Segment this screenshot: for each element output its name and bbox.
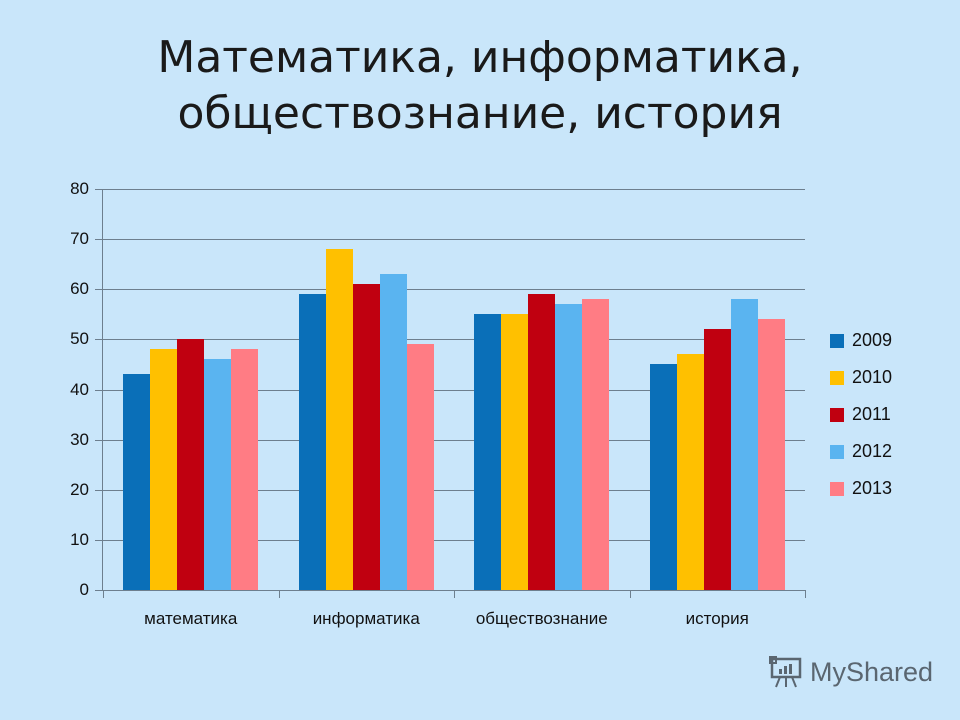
bar-2012 bbox=[730, 299, 758, 590]
gridline bbox=[103, 239, 805, 241]
bar-2009 bbox=[123, 374, 151, 590]
gridline bbox=[103, 189, 805, 190]
x-tick bbox=[629, 590, 631, 598]
chart-title: Математика, информатика, обществознание,… bbox=[0, 30, 960, 142]
legend-item: 2012 bbox=[830, 433, 892, 470]
bar-2011 bbox=[528, 294, 556, 590]
watermark-logo: MyShared bbox=[768, 656, 933, 688]
x-tick bbox=[454, 590, 455, 598]
y-tick-label: 40 bbox=[70, 379, 89, 399]
title-line-2: обществознание, история bbox=[177, 88, 783, 139]
legend-label: 2013 bbox=[852, 478, 893, 498]
bar-2011 bbox=[352, 284, 380, 590]
legend-label: 2010 bbox=[852, 367, 893, 387]
legend-item: 2009 bbox=[830, 322, 892, 359]
y-tick bbox=[95, 189, 103, 190]
bar-2010 bbox=[325, 249, 353, 590]
bar-2010 bbox=[150, 349, 178, 590]
plot-area: 0 10 20 30 40 50 60 70 80 математика информатика об… bbox=[70, 179, 806, 628]
y-tick-label: 20 bbox=[70, 479, 89, 499]
y-tick-label: 50 bbox=[70, 329, 89, 349]
legend-label: 2011 bbox=[852, 404, 891, 424]
y-tick bbox=[95, 590, 103, 591]
x-category-label: история bbox=[685, 609, 749, 628]
legend-label: 2012 bbox=[852, 441, 893, 461]
gridline bbox=[103, 489, 805, 491]
bar-2011 bbox=[177, 339, 205, 590]
gridline bbox=[103, 339, 805, 341]
legend-swatch bbox=[830, 370, 844, 385]
y-tick-label: 30 bbox=[70, 429, 89, 449]
y-tick-label: 80 bbox=[70, 179, 89, 198]
bar-2012 bbox=[204, 359, 232, 590]
bar-2013 bbox=[231, 349, 259, 590]
bar-2013 bbox=[582, 299, 610, 590]
x-tick bbox=[103, 590, 104, 598]
bar-2012 bbox=[379, 274, 407, 590]
x-category-label: обществознание bbox=[475, 609, 608, 628]
y-tick bbox=[95, 289, 103, 291]
legend-item: 2013 bbox=[830, 470, 892, 507]
legend-swatch bbox=[830, 407, 844, 422]
legend-swatch bbox=[830, 444, 844, 459]
legend-label: 2009 bbox=[852, 330, 893, 350]
bar-2010 bbox=[676, 354, 704, 590]
bar-2012 bbox=[555, 304, 583, 590]
gridline bbox=[103, 539, 805, 541]
watermark-text: MyShared bbox=[810, 656, 934, 687]
bar-2009 bbox=[649, 364, 677, 590]
y-tick bbox=[95, 239, 103, 241]
presentation-board-icon bbox=[769, 656, 802, 688]
legend: 2009 2010 2011 2012 2013 bbox=[830, 322, 892, 507]
x-category-label: математика bbox=[144, 609, 238, 628]
bar-2013 bbox=[406, 344, 434, 590]
x-category-label: информатика bbox=[312, 609, 420, 628]
y-tick-label: 10 bbox=[70, 529, 89, 549]
bar-2009 bbox=[298, 294, 326, 590]
y-tick-label: 60 bbox=[70, 279, 89, 299]
y-tick bbox=[95, 539, 103, 541]
bar-2010 bbox=[501, 314, 529, 590]
x-tick bbox=[278, 590, 280, 598]
gridline bbox=[103, 289, 805, 291]
gridline bbox=[103, 389, 805, 391]
y-tick bbox=[95, 339, 103, 341]
legend-item: 2011 bbox=[830, 396, 892, 433]
y-tick-label: 0 bbox=[79, 580, 89, 599]
bar-2013 bbox=[757, 319, 785, 590]
legend-item: 2010 bbox=[830, 359, 892, 396]
bar-2011 bbox=[703, 329, 731, 590]
y-tick-label: 70 bbox=[70, 229, 89, 249]
legend-swatch bbox=[830, 481, 844, 496]
y-tick bbox=[95, 389, 103, 391]
x-tick bbox=[805, 590, 806, 598]
title-line-1: Математика, информатика, bbox=[157, 32, 803, 83]
y-tick bbox=[95, 439, 103, 441]
gridline bbox=[103, 439, 805, 441]
y-tick bbox=[95, 489, 103, 491]
legend-swatch bbox=[830, 333, 844, 348]
bar-2009 bbox=[474, 314, 502, 590]
